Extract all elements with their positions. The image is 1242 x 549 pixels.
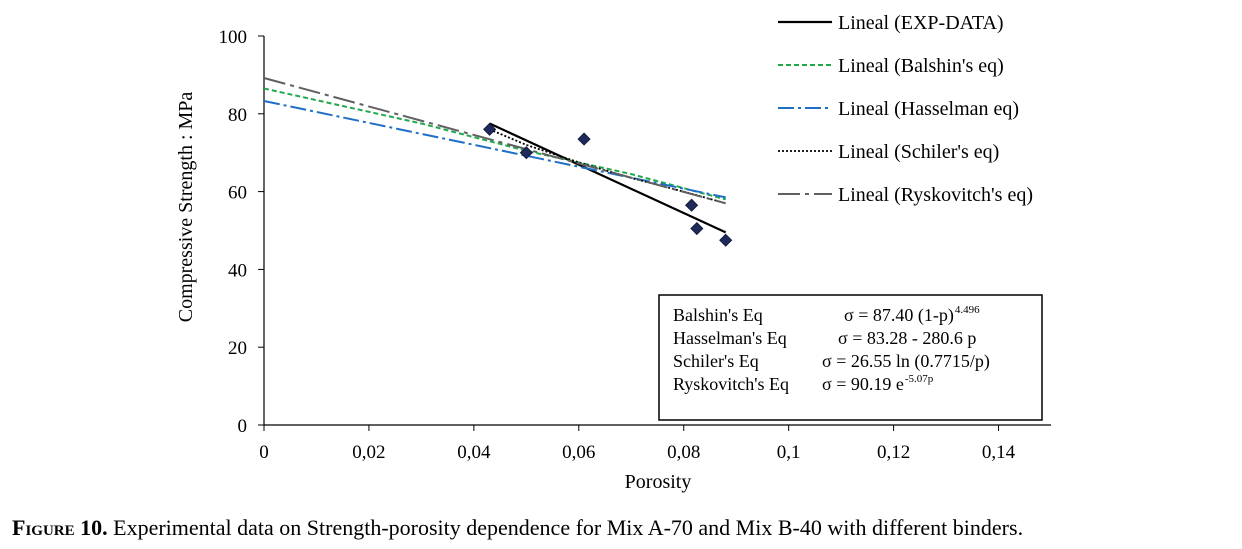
tick-labels: 0 0,02 0,04 0,06 0,08 0,1 0,12 0,14 0 20 40 60 80 100 [219,27,1016,463]
x-tick-label: 0,02 [352,442,385,463]
data-point [690,221,704,236]
legend-label: Lineal (Balshin's eq) [838,55,1004,77]
y-tick-label: 40 [228,260,247,281]
equation-exponent: 4.496 [955,304,980,316]
legend-label: Lineal (Schiler's eq) [838,141,999,163]
legend-label: Lineal (Ryskovitch's eq) [838,184,1033,206]
legend: Lineal (EXP-DATA) Lineal (Balshin's eq) Li… [778,12,1033,206]
equation-formula: σ = 83.28 - 280.6 p [838,328,976,348]
data-point [719,233,733,247]
equation-name: Balshin's Eq [673,305,763,325]
series-line [263,87,726,201]
equation-name: Ryskovitch's Eq [673,374,789,394]
y-tick-label: 60 [228,183,247,204]
caption-label: Figure 10. [12,515,108,540]
equation-box: Balshin's Eq σ = 87.40 (1-p) 4.496 Hasselma… [658,294,1043,421]
equation-formula: σ = 26.55 ln (0.7715/p) [822,351,990,372]
data-point [519,146,533,160]
equation-exponent: -5.07p [905,373,934,385]
series-line [263,100,726,199]
y-tick-label: 80 [228,105,247,126]
y-tick-label: 100 [219,27,248,48]
data-point [577,132,591,146]
trend-lines [263,77,727,234]
y-tick-label: 0 [238,416,248,437]
figure-caption: Figure 10. Experimental data on Strength… [12,515,1242,541]
strength-porosity-chart: 0 0,02 0,04 0,06 0,08 0,1 0,12 0,14 0 20 40 60 80 100… [175,12,1051,493]
caption-text: Experimental data on Strength-porosity d… [107,515,1024,540]
axes [258,35,1051,431]
equation-box-border [658,294,1043,421]
series-line [489,128,726,205]
x-tick-label: 0 [259,442,269,463]
x-tick-label: 0,08 [667,442,700,463]
equation-formula: σ = 90.19 e [822,374,904,394]
equation-name: Hasselman's Eq [673,328,787,348]
y-axis-title: Compressive Strength : MPa [175,92,197,323]
legend-label: Lineal (EXP-DATA) [838,12,1004,34]
x-tick-label: 0,06 [562,442,595,463]
series-line [263,77,726,205]
x-tick-label: 0,12 [877,442,910,463]
data-point [685,198,699,212]
equation-formula: σ = 87.40 (1-p) [844,305,954,326]
x-tick-label: 0,14 [982,442,1016,463]
x-tick-label: 0,1 [777,442,801,463]
data-points [483,122,733,247]
legend-label: Lineal (Hasselman eq) [838,98,1019,120]
equation-name: Schiler's Eq [673,351,759,371]
x-tick-label: 0,04 [457,442,491,463]
x-axis-title: Porosity [625,471,692,493]
y-tick-label: 20 [228,338,247,359]
data-point [483,122,497,136]
series-line [489,122,727,234]
